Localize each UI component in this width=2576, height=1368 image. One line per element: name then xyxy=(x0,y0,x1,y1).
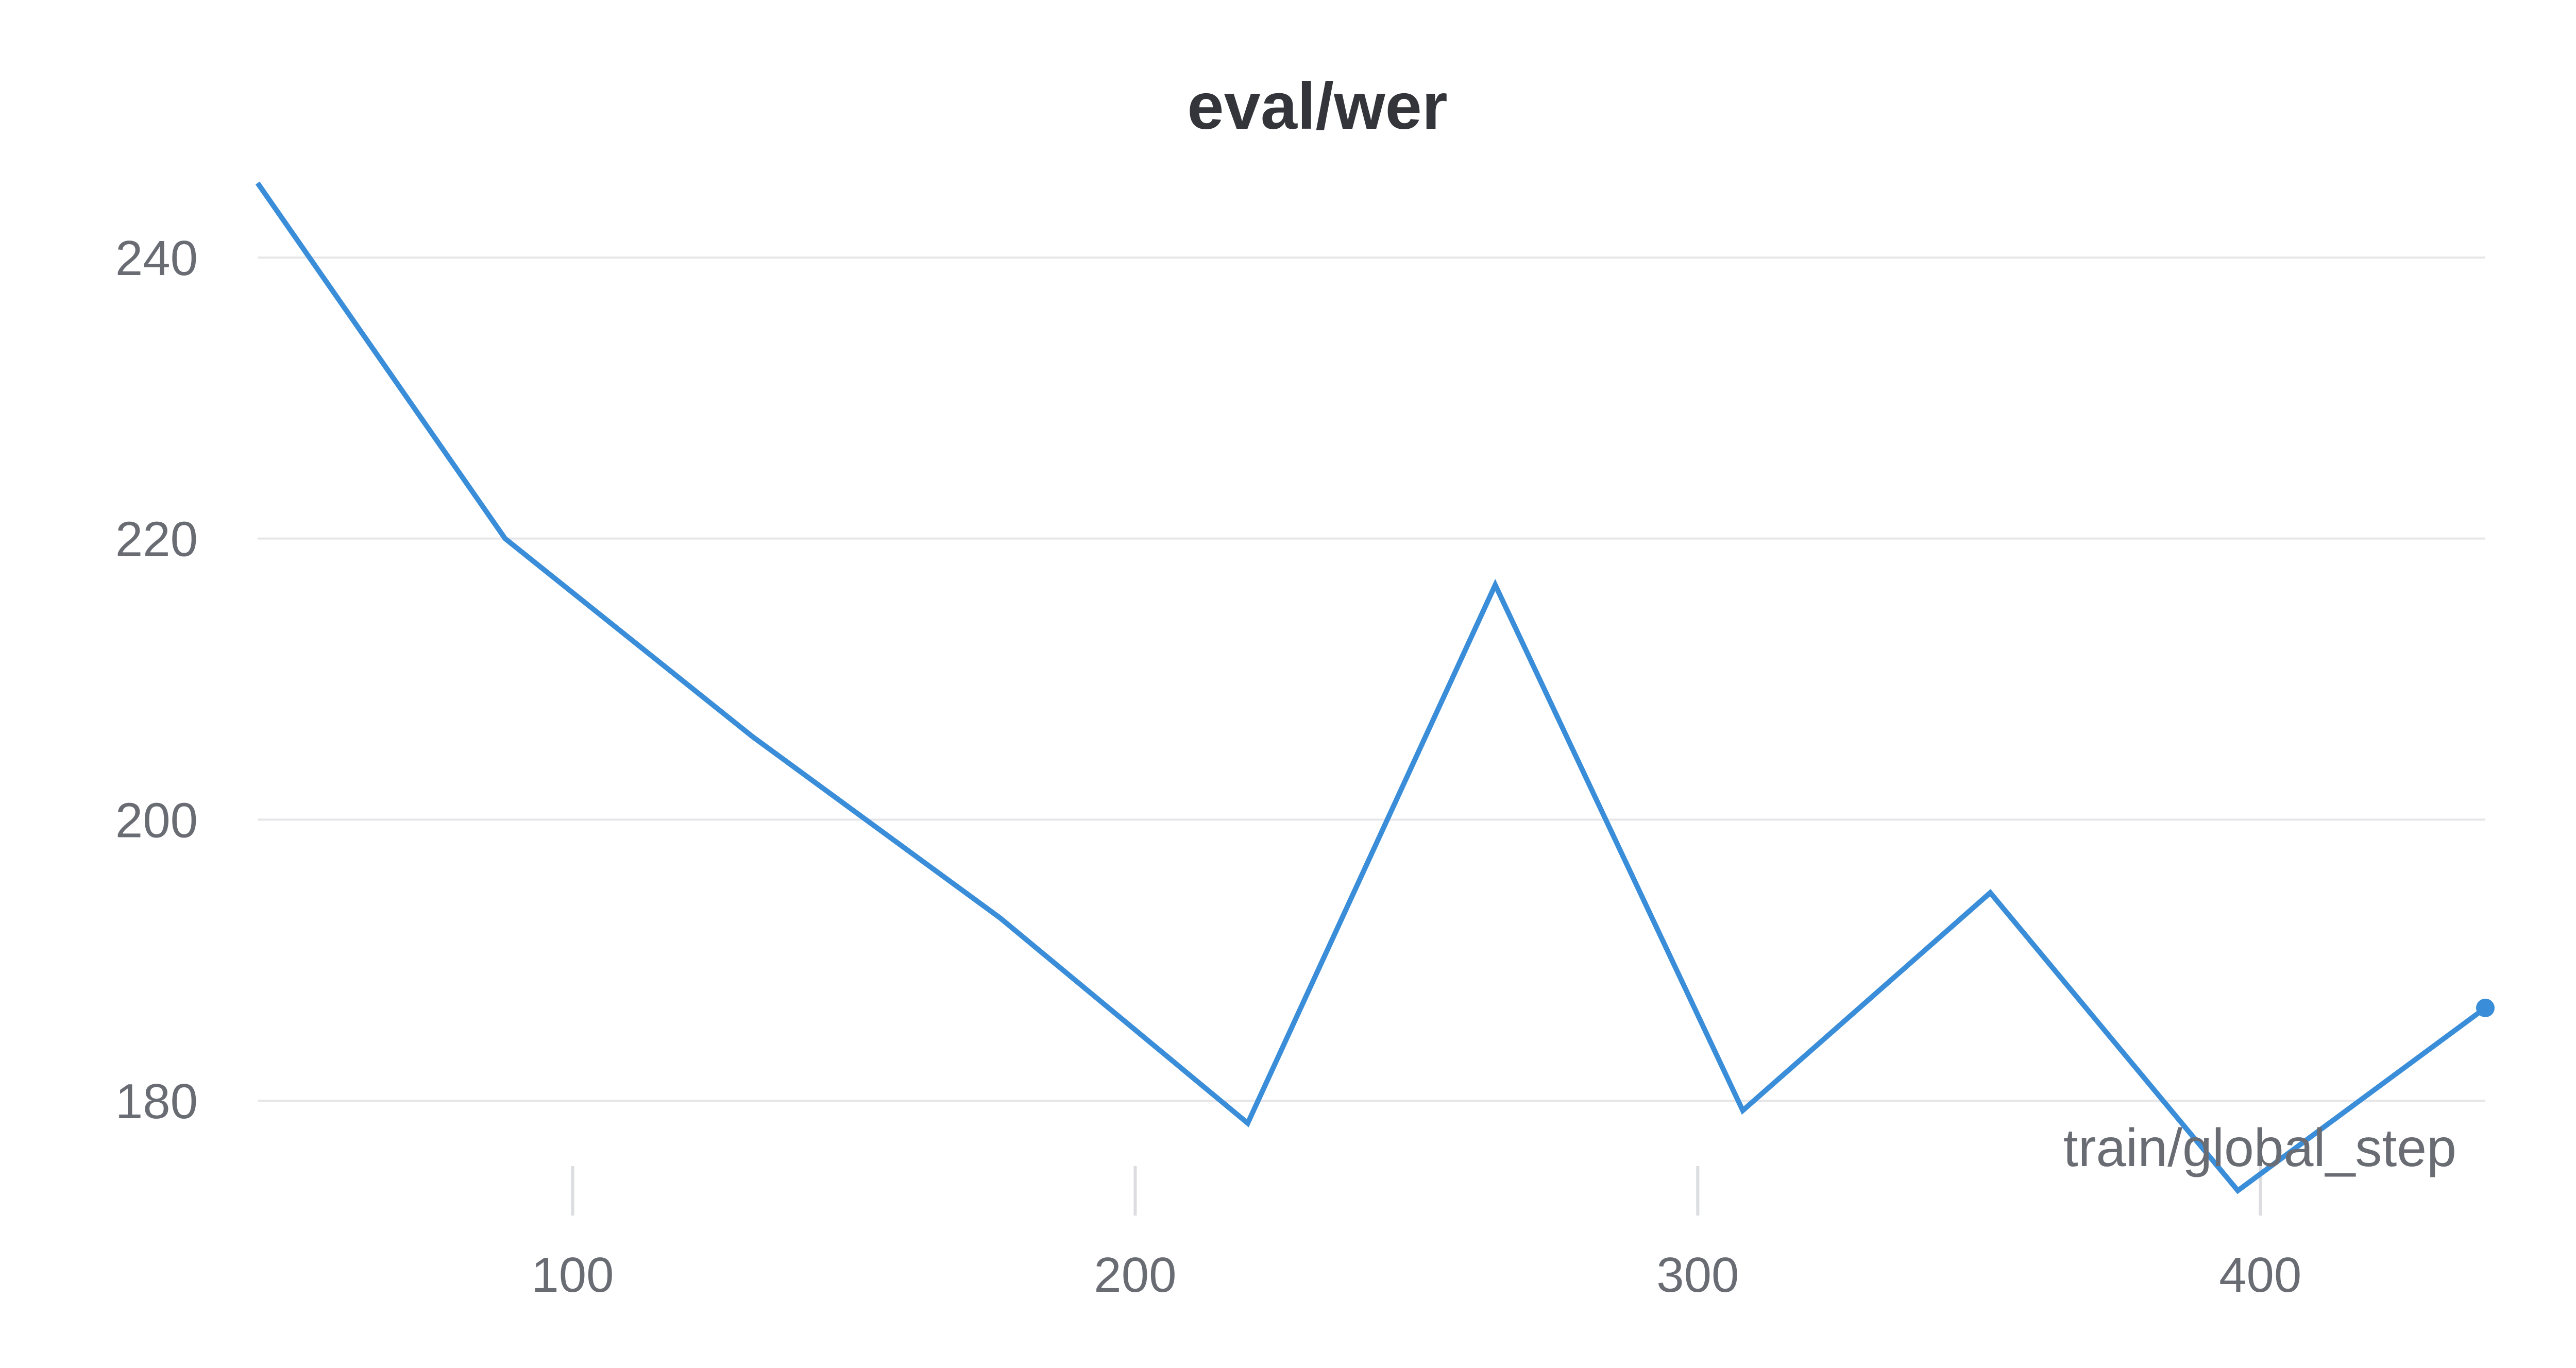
grid-lines xyxy=(258,256,2485,1102)
x-axis-ticks: 100 200 300 400 xyxy=(531,1166,2301,1303)
y-tick-label: 200 xyxy=(115,793,198,848)
x-tick-label: 100 xyxy=(531,1247,614,1303)
x-axis-title: train/global_step xyxy=(2063,1118,2456,1178)
y-tick-label: 180 xyxy=(115,1074,198,1129)
x-tick-label: 400 xyxy=(2219,1247,2301,1303)
series-line xyxy=(255,181,2487,1194)
x-tick-label: 300 xyxy=(1656,1247,1739,1303)
series-layer xyxy=(255,181,2495,1194)
y-axis-tick-labels: 180 200 220 240 xyxy=(115,231,198,1129)
y-tick-label: 220 xyxy=(115,512,198,567)
chart-title: eval/wer xyxy=(1187,70,1447,143)
series-end-point xyxy=(2476,998,2495,1017)
y-tick-label: 240 xyxy=(115,231,198,286)
x-tick-label: 200 xyxy=(1094,1247,1176,1303)
